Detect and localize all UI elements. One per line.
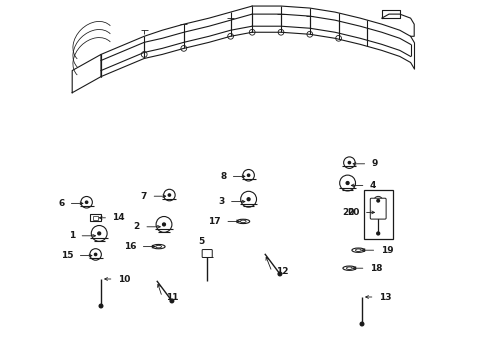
Text: 20: 20 xyxy=(347,208,360,217)
Circle shape xyxy=(85,201,88,203)
Text: 14: 14 xyxy=(113,213,125,222)
Text: 20: 20 xyxy=(343,208,355,217)
Text: 8: 8 xyxy=(220,172,226,181)
Text: 16: 16 xyxy=(124,242,136,251)
Circle shape xyxy=(170,299,174,303)
Circle shape xyxy=(348,162,350,164)
Text: 3: 3 xyxy=(218,197,224,206)
Circle shape xyxy=(168,194,171,196)
Text: 7: 7 xyxy=(141,192,147,201)
Text: 6: 6 xyxy=(58,199,64,208)
Text: 19: 19 xyxy=(381,246,393,255)
FancyBboxPatch shape xyxy=(364,190,393,239)
FancyBboxPatch shape xyxy=(93,216,98,220)
Circle shape xyxy=(346,181,349,184)
Text: 15: 15 xyxy=(61,251,74,260)
Circle shape xyxy=(278,272,282,276)
Circle shape xyxy=(247,174,250,176)
Circle shape xyxy=(163,223,166,226)
Text: 1: 1 xyxy=(69,231,75,240)
Text: 17: 17 xyxy=(208,217,221,226)
Circle shape xyxy=(377,199,379,202)
Text: 12: 12 xyxy=(276,267,289,276)
Circle shape xyxy=(99,304,103,308)
Text: 9: 9 xyxy=(372,159,378,168)
Circle shape xyxy=(98,232,100,235)
Text: 5: 5 xyxy=(198,237,205,246)
FancyBboxPatch shape xyxy=(90,215,101,221)
Text: 2: 2 xyxy=(134,222,140,231)
FancyBboxPatch shape xyxy=(370,198,386,219)
FancyBboxPatch shape xyxy=(202,249,212,257)
Circle shape xyxy=(377,232,380,235)
Text: 11: 11 xyxy=(167,292,179,302)
Text: 4: 4 xyxy=(370,181,376,190)
Circle shape xyxy=(360,322,364,326)
Text: 10: 10 xyxy=(118,274,130,284)
Text: 13: 13 xyxy=(379,292,392,302)
Circle shape xyxy=(247,198,250,201)
Circle shape xyxy=(95,253,97,256)
Text: 18: 18 xyxy=(370,264,382,273)
